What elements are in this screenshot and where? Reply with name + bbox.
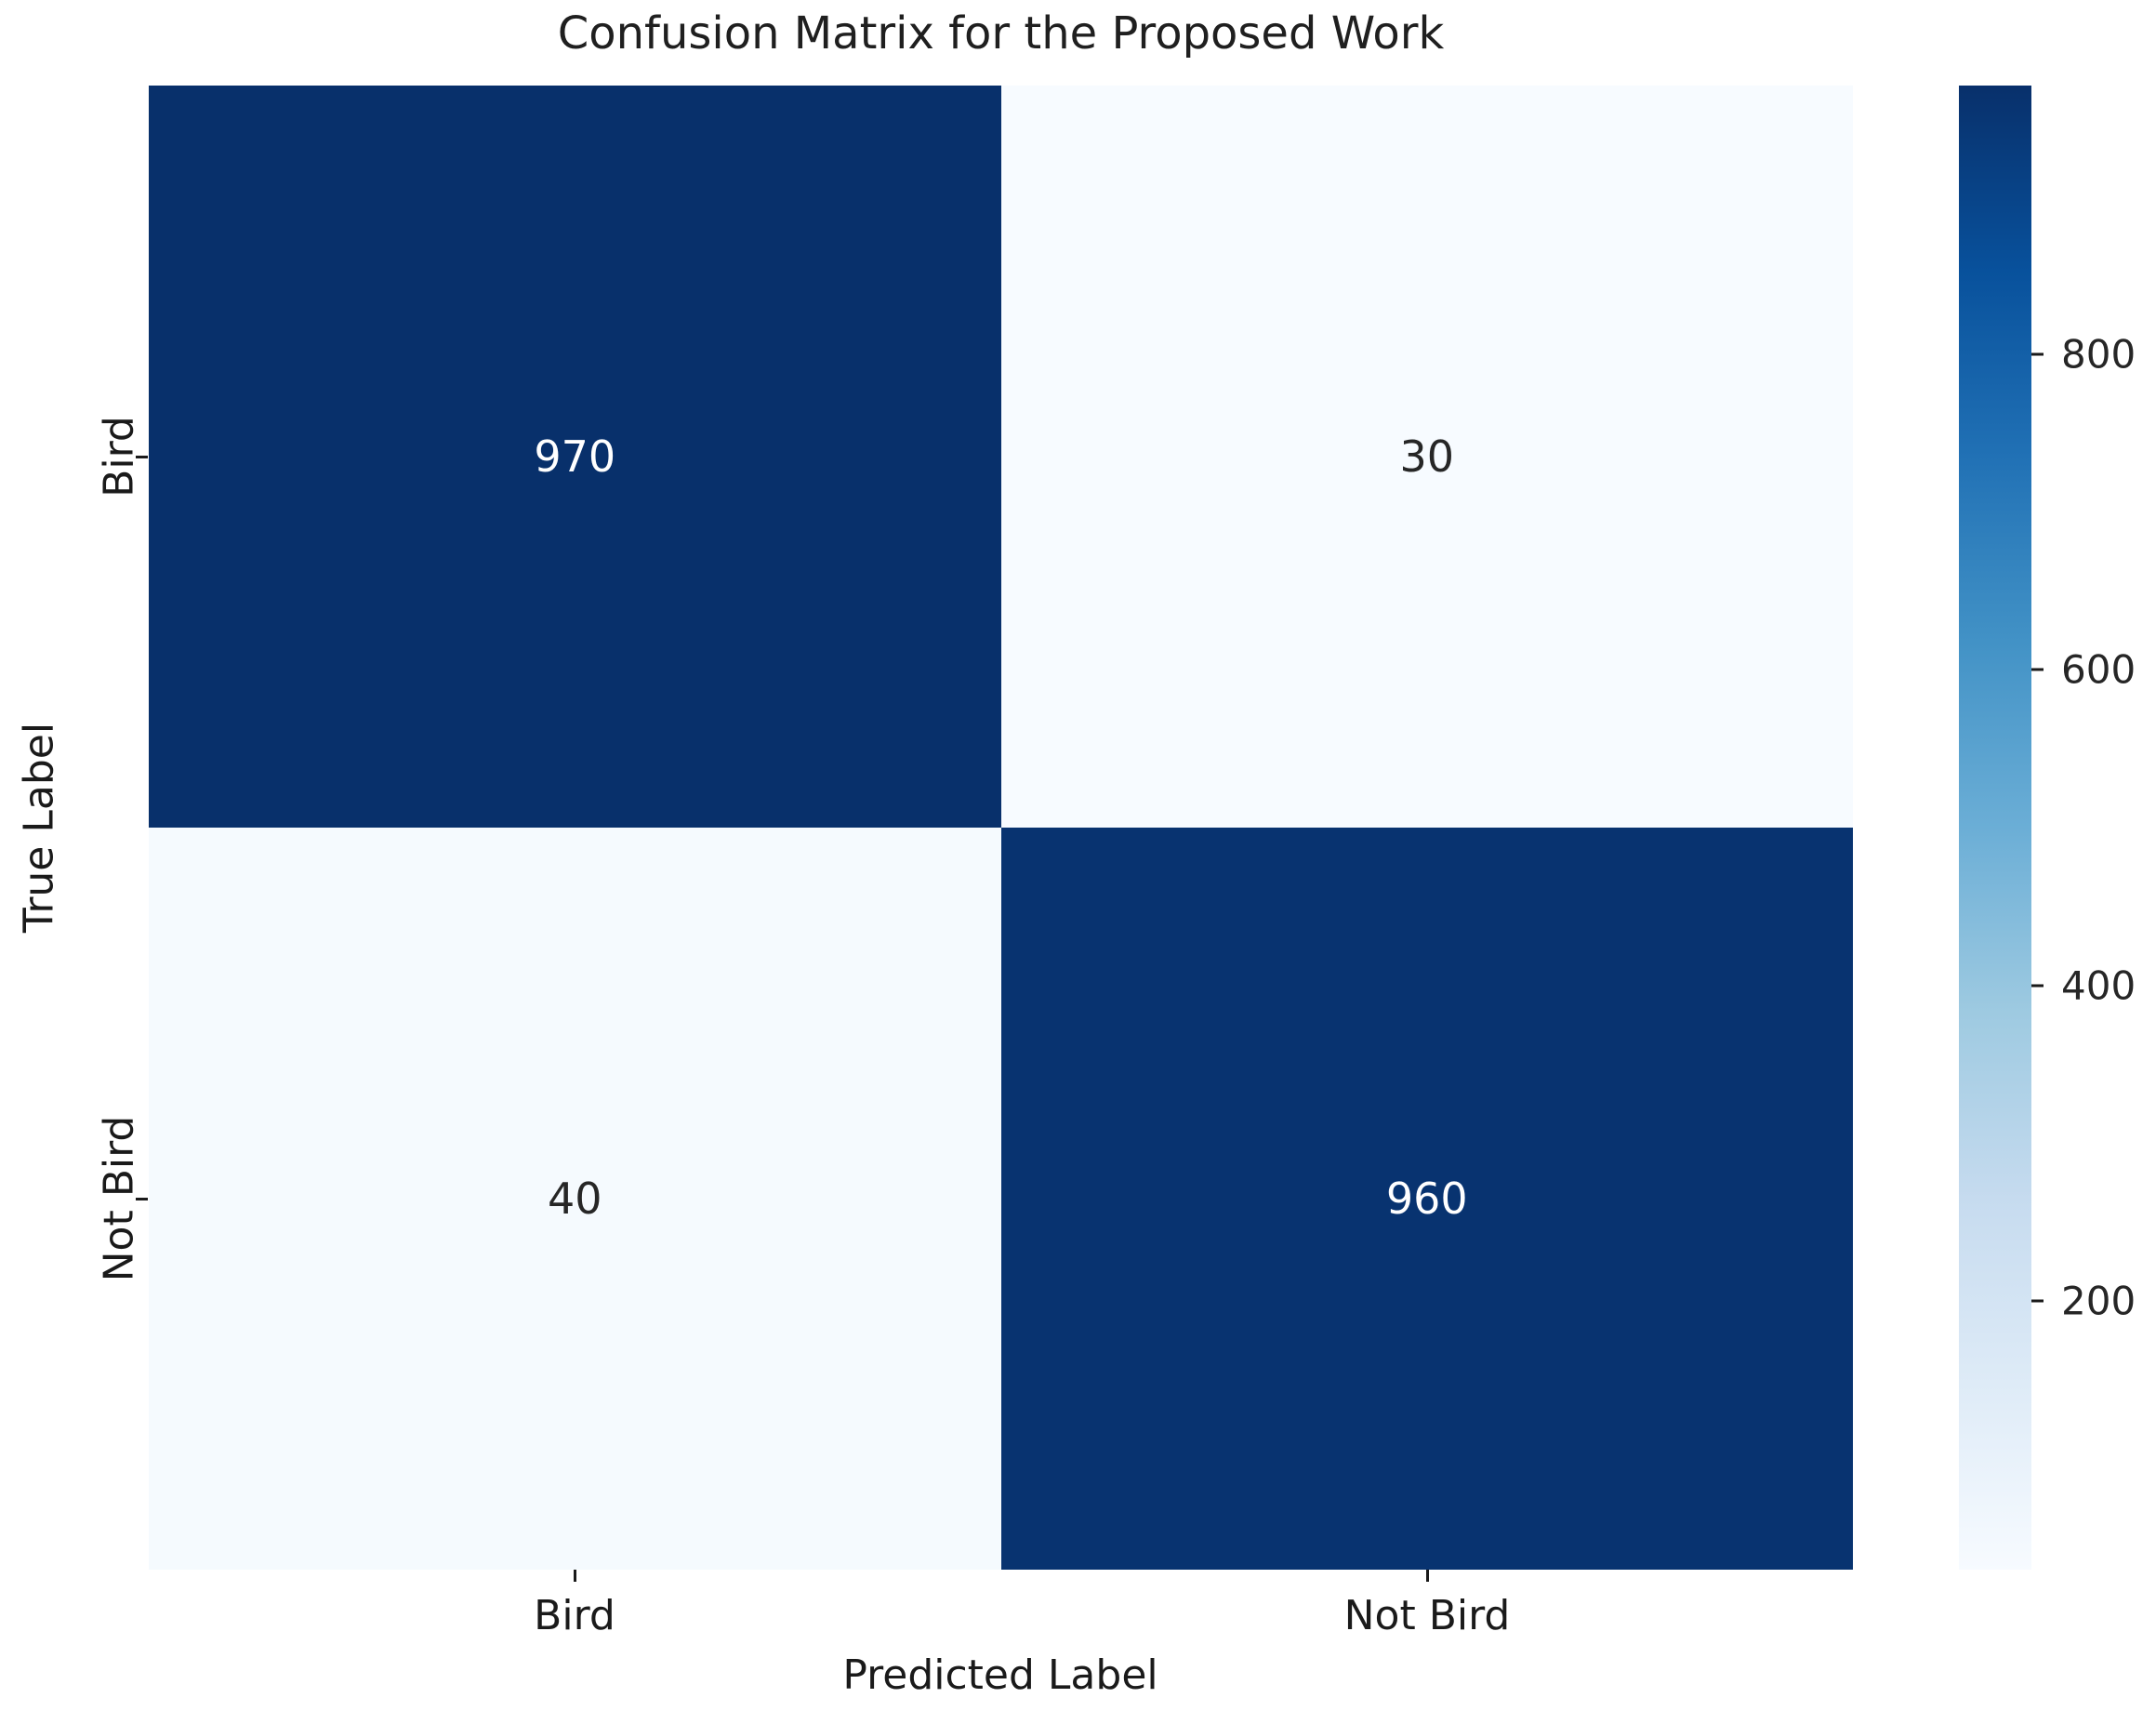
colorbar: 800 600 400 200 <box>1959 86 2136 1570</box>
y-tick-mark <box>136 1198 148 1200</box>
cell-bird-notbird: 30 <box>1000 86 1853 828</box>
cell-value: 960 <box>1385 1174 1468 1224</box>
colorbar-tick-mark <box>2031 1299 2044 1303</box>
x-tick-mark <box>1426 1570 1429 1582</box>
colorbar-tick-mark <box>2031 984 2044 988</box>
colorbar-tick-label: 800 <box>2061 331 2136 378</box>
colorbar-tick-label: 600 <box>2061 646 2136 693</box>
y-tick-mark <box>136 456 148 458</box>
chart-title: Confusion Matrix for the Proposed Work <box>557 7 1445 60</box>
colorbar-tick-label: 200 <box>2061 1278 2136 1324</box>
x-tick-label-bird: Bird <box>534 1592 615 1639</box>
cell-notbird-notbird: 960 <box>1000 828 1853 1570</box>
y-tick-label-bird: Bird <box>95 416 143 497</box>
x-tick-label-notbird: Not Bird <box>1343 1592 1511 1639</box>
cell-bird-bird: 970 <box>149 86 1001 828</box>
colorbar-gradient <box>1959 86 2031 1570</box>
y-tick-label-notbird: Not Bird <box>95 1115 143 1282</box>
colorbar-tick-mark <box>2031 352 2044 356</box>
y-axis-label: True Label <box>15 722 63 934</box>
colorbar-tick-mark <box>2031 668 2044 671</box>
x-axis-label: Predicted Label <box>842 1651 1158 1699</box>
cell-value: 970 <box>534 431 616 482</box>
cell-notbird-bird: 40 <box>149 828 1001 1570</box>
cell-value: 30 <box>1399 431 1455 482</box>
heatmap-plot-area: 970 30 40 960 <box>149 86 1853 1570</box>
colorbar-tick-label: 400 <box>2061 962 2136 1009</box>
x-tick-mark <box>574 1570 576 1582</box>
cell-value: 40 <box>547 1174 602 1224</box>
